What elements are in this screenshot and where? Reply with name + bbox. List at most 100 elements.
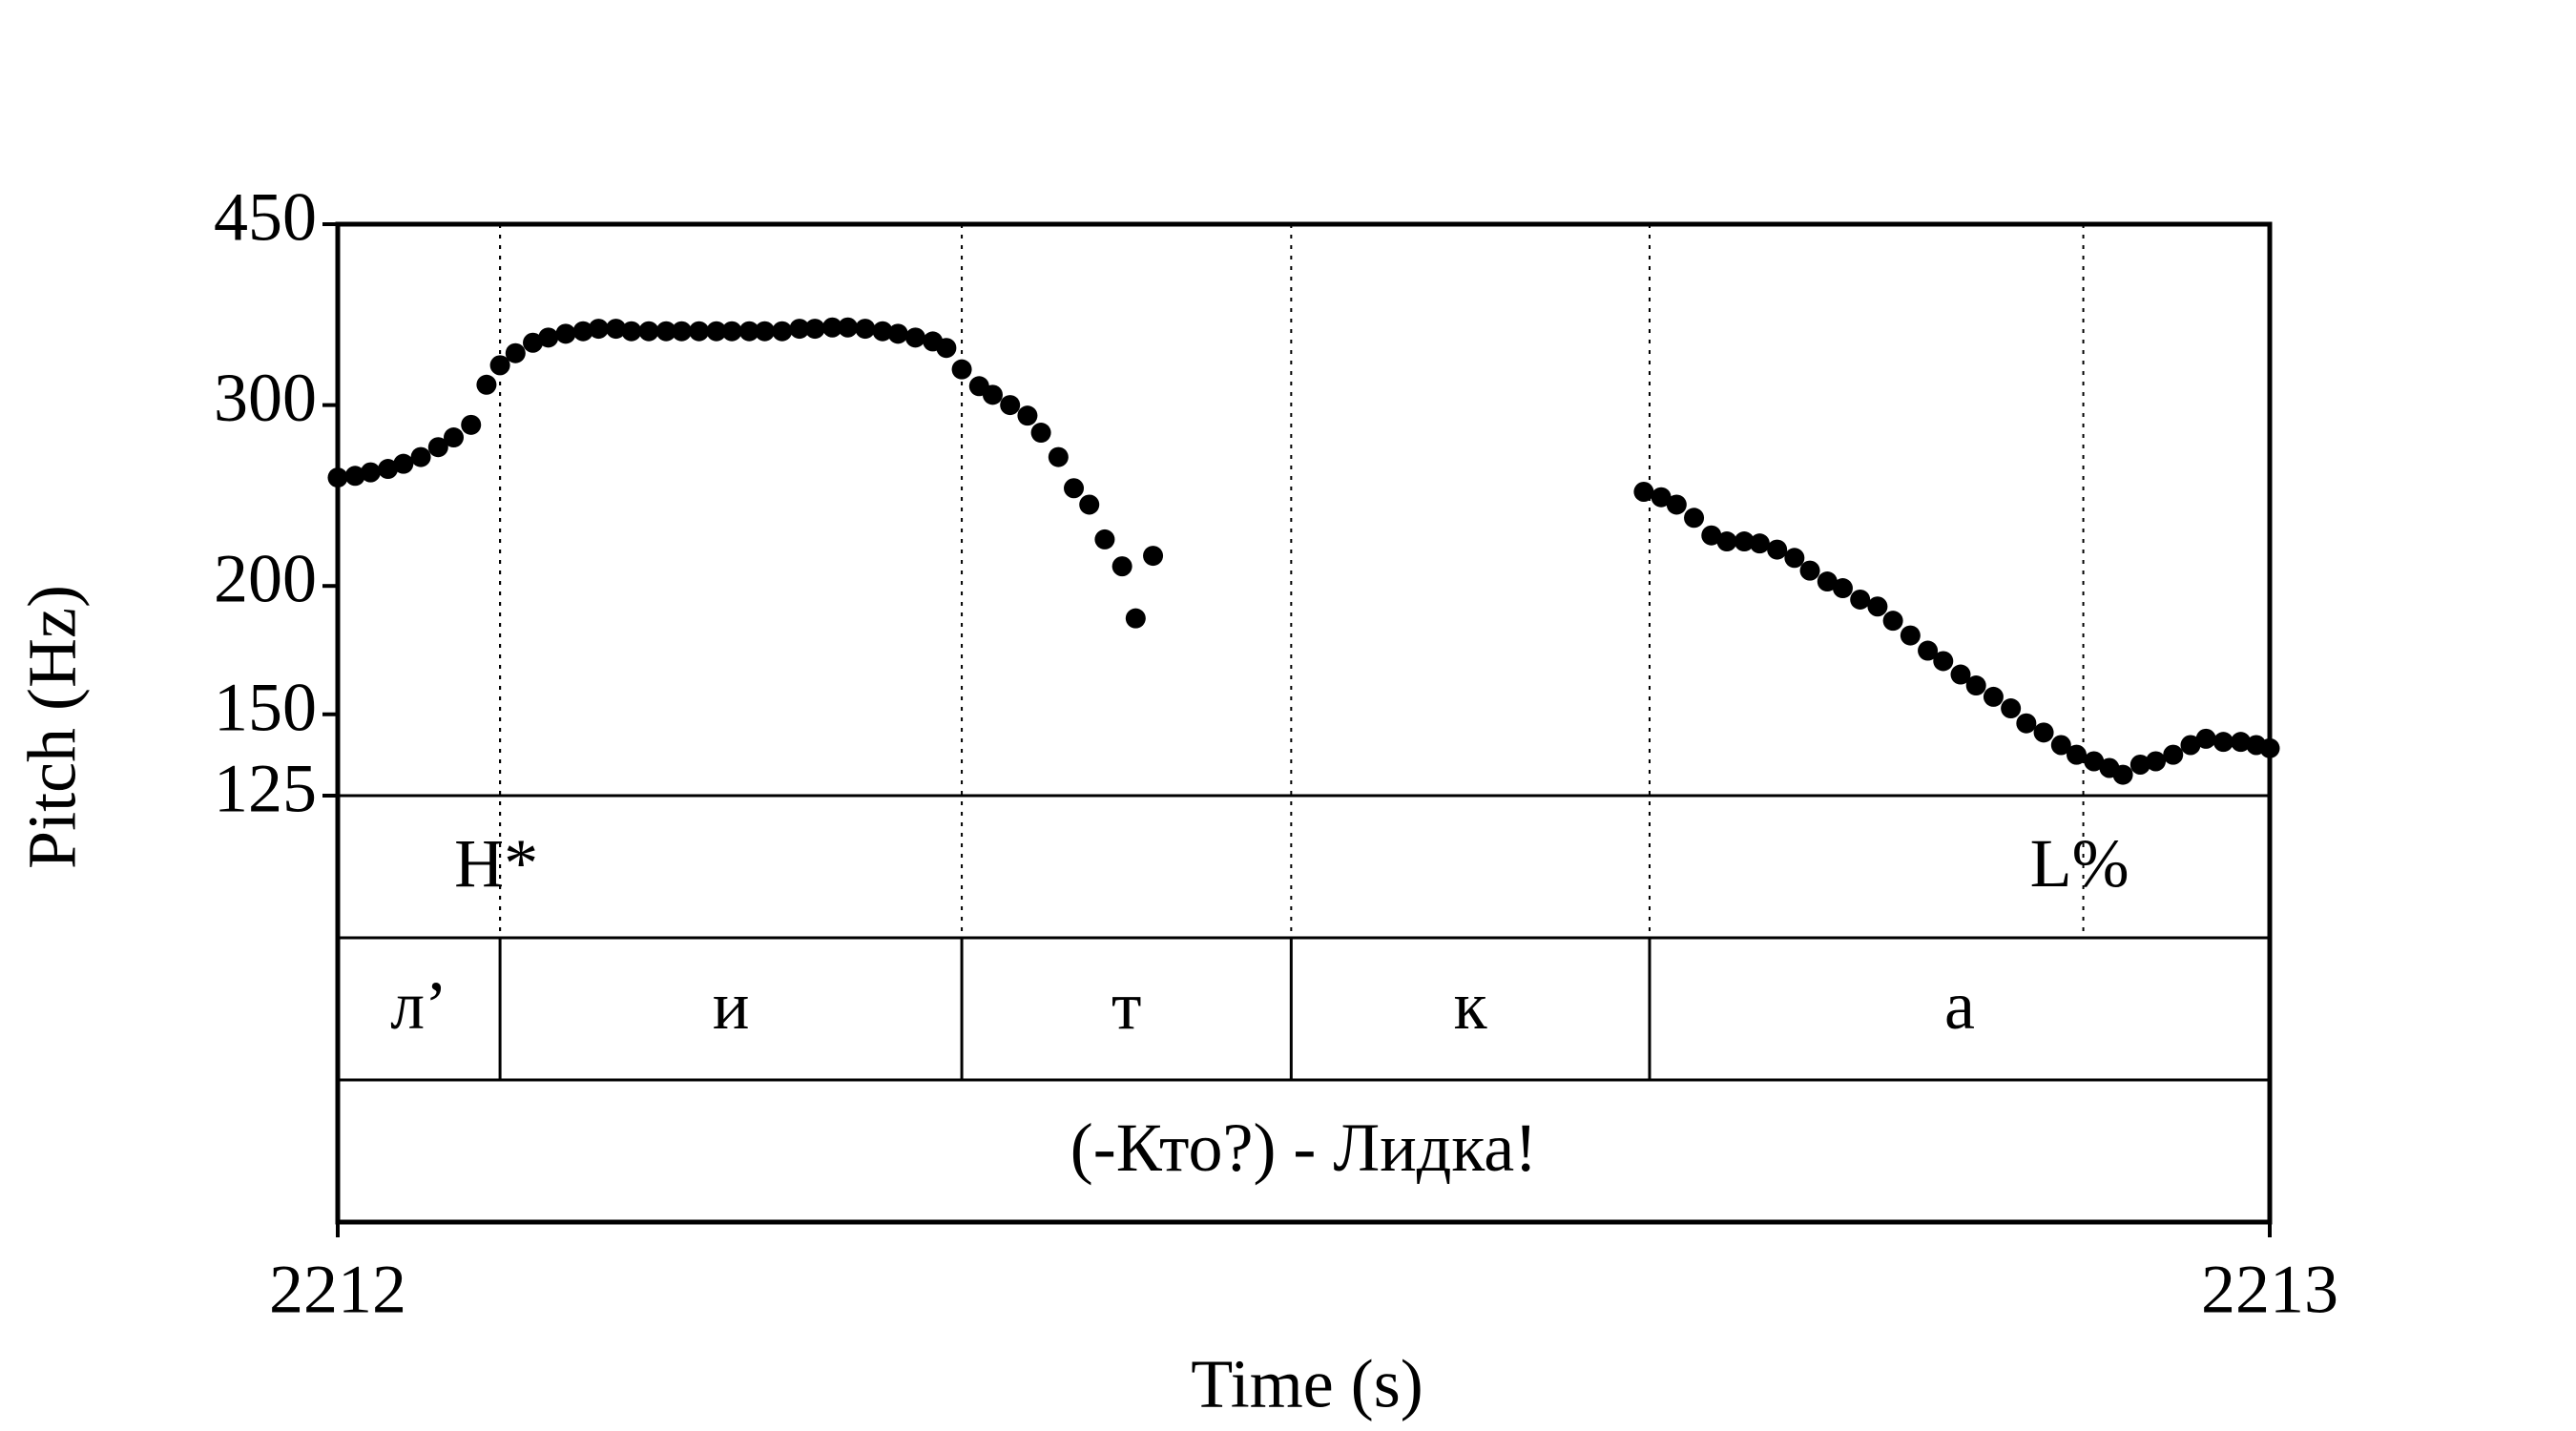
pitch-point — [887, 323, 908, 344]
pitch-point — [689, 321, 710, 342]
pitch-point — [327, 467, 348, 488]
pitch-point — [1017, 405, 1038, 426]
pitch-point — [344, 466, 365, 487]
pitch-point — [2112, 764, 2133, 785]
x-tick-label: 2212 — [269, 1252, 406, 1328]
x-tick-label: 2213 — [2201, 1252, 2338, 1328]
pitch-point — [2016, 713, 2037, 734]
pitch-point — [1716, 531, 1737, 552]
y-tick-label: 125 — [214, 751, 317, 827]
pitch-point — [1079, 494, 1100, 515]
pitch-point — [2129, 754, 2150, 775]
pitch-point — [1983, 686, 2004, 707]
pitch-point — [1143, 546, 1164, 567]
pitch-point — [572, 321, 593, 342]
pitch-point — [1734, 531, 1755, 552]
pitch-point — [706, 321, 727, 342]
pitch-point — [1965, 675, 1986, 696]
pitch-point — [1882, 611, 1903, 632]
pitch-point — [1767, 539, 1788, 560]
pitch-point — [1048, 446, 1069, 467]
tone-label: L% — [2030, 825, 2129, 902]
interval-label: л’ — [390, 967, 447, 1044]
pitch-point — [789, 319, 810, 340]
pitch-point — [360, 462, 381, 483]
pitch-point — [2146, 751, 2167, 772]
y-tick-label: 300 — [214, 360, 317, 436]
pitch-point — [1900, 625, 1921, 646]
interval-label: (-Кто?) - Лидка! — [1070, 1110, 1537, 1186]
pitch-point — [523, 332, 544, 353]
pitch-point — [2259, 737, 2280, 758]
pitch-point — [1933, 651, 1954, 672]
interval-label: к — [1454, 967, 1488, 1044]
y-tick-label: 200 — [214, 541, 317, 617]
pitch-point — [1030, 423, 1051, 444]
interval-label: и — [713, 967, 750, 1044]
pitch-point — [772, 321, 793, 342]
pitch-point — [1666, 494, 1687, 515]
pitch-point — [1064, 478, 1085, 499]
interval-label: т — [1111, 967, 1141, 1044]
pitch-point — [2180, 735, 2201, 756]
pitch-point — [2163, 744, 2184, 765]
pitch-point — [936, 338, 957, 359]
pitch-point — [872, 321, 893, 342]
pitch-point — [393, 453, 414, 474]
pitch-point — [2084, 751, 2105, 772]
pitch-point — [2067, 744, 2087, 765]
pitch-point — [1651, 487, 1672, 508]
pitch-point — [1850, 589, 1871, 610]
pitch-point — [1125, 608, 1146, 629]
pitch-point — [2195, 728, 2216, 749]
pitch-point — [1749, 533, 1770, 554]
pitch-point — [1784, 548, 1805, 569]
y-axis-label: Pitch (Hz) — [14, 585, 91, 869]
pitch-point — [427, 437, 448, 458]
pitch-point — [1111, 556, 1132, 577]
pitch-point — [2231, 732, 2252, 753]
pitch-point — [2001, 698, 2022, 719]
pitch-point — [982, 384, 1003, 405]
pitch-point — [1684, 508, 1705, 529]
y-tick-label: 150 — [214, 669, 317, 745]
frame — [335, 221, 2273, 1225]
pitch-point — [838, 317, 859, 338]
pitch-point — [410, 446, 431, 467]
pitch-point — [1832, 578, 1853, 599]
pitch-point — [461, 414, 482, 435]
pitch-point — [904, 327, 925, 348]
pitch-point — [1918, 640, 1939, 661]
x-axis-label: Time (s) — [1191, 1346, 1423, 1422]
tone-label: H* — [454, 825, 538, 902]
pitch-point — [721, 321, 742, 342]
pitch-point — [821, 317, 842, 338]
pitch-point — [2212, 732, 2233, 753]
pitch-point — [1094, 529, 1115, 550]
pitch-point — [1817, 571, 1838, 592]
pitch-point — [1867, 596, 1888, 617]
pitch-point — [2050, 735, 2071, 756]
pitch-point — [606, 319, 627, 340]
pitch-point — [738, 321, 759, 342]
pitch-point — [951, 359, 972, 380]
pitch-point — [755, 321, 776, 342]
pitch-point — [671, 321, 692, 342]
interval-label: а — [1944, 967, 1975, 1044]
pitch-point — [1000, 395, 1021, 416]
pitch-point — [655, 321, 676, 342]
pitch-point — [555, 323, 576, 344]
pitch-point — [1701, 525, 1722, 546]
pitch-point — [2033, 722, 2054, 743]
y-tick-label: 450 — [214, 179, 317, 256]
pitch-point — [1633, 482, 1654, 503]
pitch-point — [538, 327, 559, 348]
pitch-point — [804, 319, 825, 340]
pitch-point — [444, 427, 464, 448]
pitch-point — [588, 319, 609, 340]
pitch-point — [1950, 664, 1971, 685]
pitch-point — [621, 321, 642, 342]
pitch-point — [638, 321, 659, 342]
pitch-point — [489, 355, 510, 376]
